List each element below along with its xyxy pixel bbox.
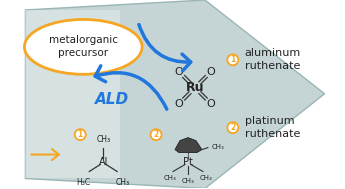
Text: 2: 2 [230,123,235,132]
Polygon shape [26,0,325,188]
Text: O: O [174,99,183,109]
FancyArrowPatch shape [31,149,59,160]
Text: 2: 2 [154,130,159,139]
Circle shape [227,54,238,65]
Text: platinum
ruthenate: platinum ruthenate [245,116,300,139]
Text: CH₃: CH₃ [181,177,194,184]
Text: CH₃: CH₃ [164,174,176,180]
Text: O: O [207,67,216,77]
Text: Al: Al [99,156,108,167]
Text: Ru: Ru [186,81,204,94]
Polygon shape [26,10,120,178]
Text: ALD: ALD [95,92,129,107]
Text: CH₃: CH₃ [199,174,212,180]
Text: CH₃: CH₃ [116,177,130,187]
Circle shape [150,129,161,140]
Text: CH₃: CH₃ [212,144,225,149]
Circle shape [227,122,238,133]
Text: O: O [174,67,183,77]
Ellipse shape [24,19,142,74]
Text: 1: 1 [230,55,235,64]
FancyArrowPatch shape [139,25,191,71]
Text: Pt: Pt [183,156,193,167]
Text: 1: 1 [78,130,83,139]
Polygon shape [175,138,202,153]
FancyArrowPatch shape [95,66,167,109]
Text: metalorganic
precursor: metalorganic precursor [49,35,118,58]
Text: O: O [207,99,216,109]
Circle shape [75,129,86,140]
Text: H₃C: H₃C [76,177,90,187]
Text: CH₃: CH₃ [96,135,110,144]
Text: aluminum
ruthenate: aluminum ruthenate [245,48,301,71]
